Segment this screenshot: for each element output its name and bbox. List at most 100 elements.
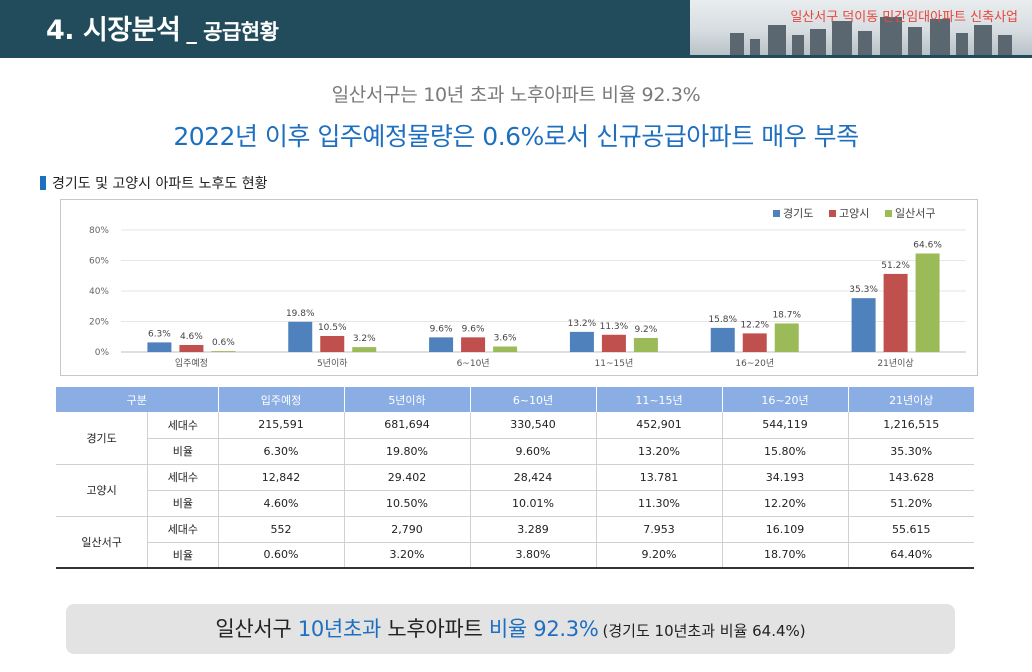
table-cell: 6.30% [218, 438, 345, 465]
table-row-label: 세대수 [147, 464, 219, 491]
data-label: 4.6% [180, 332, 203, 342]
summary-part-2: 10년초과 [297, 617, 381, 641]
x-tick-label: 16~20년 [735, 358, 774, 369]
bar [774, 323, 799, 352]
table-cell: 28,424 [470, 464, 597, 491]
chart-section-title: 경기도 및 고양시 아파트 노후도 현황 [40, 173, 267, 193]
data-table: 구분 입주예정 5년이하 6~10년 11~15년 16~20년 21년이상 경기도 세대수 2… [56, 387, 974, 569]
data-label: 15.8% [708, 315, 737, 325]
table-cell: 4.60% [218, 490, 345, 517]
table-row: 비율 4.60% 10.50% 10.01% 11.30% 12.20% 51.20% [56, 490, 974, 517]
summary-part-1: 일산서구 [215, 617, 298, 641]
data-label: 0.6% [212, 338, 235, 348]
chart-container: 0% 20% 40% 60% 80% 6.3% 4.6% 0.6% 입주예정 19.8% 10.5%… [60, 199, 978, 376]
table-cell: 330,540 [470, 412, 597, 439]
table-cell: 7.953 [596, 516, 723, 543]
data-label: 51.2% [881, 261, 910, 271]
table-cell: 2,790 [344, 516, 471, 543]
bar [352, 347, 377, 352]
table-cell: 13.20% [596, 438, 723, 465]
table-cell: 552 [218, 516, 345, 543]
data-label: 9.6% [462, 324, 485, 334]
y-tick-label: 0% [95, 348, 110, 358]
data-label: 13.2% [568, 319, 597, 329]
section-subtitle: _ 공급현황 [186, 20, 279, 44]
table-row: 비율 6.30% 19.80% 9.60% 13.20% 15.80% 35.30% [56, 438, 974, 465]
bar [742, 333, 767, 352]
data-label: 6.3% [148, 329, 171, 339]
table-cell: 10.01% [470, 490, 597, 517]
summary-box: 일산서구 10년초과 노후아파트 비율 92.3% (경기도 10년초과 비율 6… [66, 604, 955, 654]
legend-swatch [885, 210, 892, 217]
table-region-cell: 고양시 [56, 464, 149, 517]
legend-swatch [829, 210, 836, 217]
bar [179, 344, 204, 352]
table-header-row: 구분 입주예정 5년이하 6~10년 11~15년 16~20년 21년이상 [56, 387, 974, 412]
table-header-cell: 11~15년 [596, 387, 723, 412]
table-cell: 681,694 [344, 412, 471, 439]
table-header-cell: 입주예정 [218, 387, 345, 412]
table-cell: 35.30% [848, 438, 974, 465]
table-row-label: 세대수 [147, 412, 219, 439]
page-header: 4. 시장분석 _ 공급현황 일산서구 덕이동 민간임대아파트 신축사업 [0, 0, 1032, 58]
bar [461, 337, 486, 352]
header-skyline-image [690, 0, 1032, 55]
chart-section-title-text: 경기도 및 고양시 아파트 노후도 현황 [52, 176, 268, 192]
summary-part-4: 비율 92.3% [488, 617, 599, 641]
x-tick-label: 6~10년 [457, 358, 490, 369]
section-heading: 4. 시장분석 _ 공급현황 [46, 8, 279, 47]
table-region-cell: 일산서구 [56, 516, 149, 569]
data-label: 3.6% [494, 334, 517, 344]
table-row-label: 비율 [147, 438, 219, 465]
project-name: 일산서구 덕이동 민간임대아파트 신축사업 [790, 10, 1018, 25]
table-row: 비율 0.60% 3.20% 3.80% 9.20% 18.70% 64.40% [56, 542, 974, 569]
table-cell: 1,216,515 [848, 412, 974, 439]
legend-label: 일산서구 [895, 206, 935, 220]
table-cell: 143.628 [848, 464, 974, 491]
y-tick-label: 60% [89, 257, 109, 267]
bar-chart: 0% 20% 40% 60% 80% 6.3% 4.6% 0.6% 입주예정 19.8%10.5%… [89, 206, 966, 369]
bar [601, 334, 626, 352]
table-cell: 0.60% [218, 542, 345, 569]
bar [493, 346, 518, 352]
table-cell: 452,901 [596, 412, 723, 439]
data-label: 11.3% [600, 322, 629, 332]
legend-label: 고양시 [839, 207, 869, 220]
y-tick-label: 80% [89, 226, 109, 236]
header-rule [0, 55, 1032, 58]
bar [320, 335, 345, 352]
table-row-label: 세대수 [147, 516, 219, 543]
data-label: 64.6% [913, 240, 942, 250]
table-row: 일산서구 세대수 552 2,790 3.289 7.953 16.109 55.615 [56, 516, 974, 569]
table-row: 고양시 세대수 12,842 29.402 28,424 13.781 34.193 143.… [56, 464, 974, 517]
data-label: 35.3% [849, 285, 878, 295]
table-cell: 3.20% [344, 542, 471, 569]
bar [883, 273, 908, 352]
legend-label: 경기도 [783, 207, 813, 220]
y-tick-label: 20% [89, 318, 109, 328]
x-tick-label: 입주예정 [175, 357, 208, 369]
table-row-label: 비율 [147, 542, 219, 569]
data-label: 19.8% [286, 309, 315, 319]
headline-primary: 일산서구는 10년 초과 노후아파트 비율 92.3% [331, 84, 701, 106]
table-cell: 13.781 [596, 464, 723, 491]
table-cell: 9.60% [470, 438, 597, 465]
data-label: 18.7% [772, 310, 801, 320]
table-cell: 215,591 [218, 412, 345, 439]
table-cell: 12.20% [722, 490, 849, 517]
bar [211, 351, 236, 352]
bar [915, 253, 940, 352]
bar [569, 331, 594, 352]
table-cell: 10.50% [344, 490, 471, 517]
x-tick-label: 5년이하 [317, 358, 348, 369]
table-header-cell: 16~20년 [722, 387, 849, 412]
bar [147, 342, 172, 352]
x-tick-label: 21년이상 [877, 358, 913, 369]
table-row-label: 비율 [147, 490, 219, 517]
table-row: 경기도 세대수 215,591 681,694 330,540 452,901 544,11… [56, 412, 974, 465]
table-header-cell: 5년이하 [344, 387, 471, 412]
section-marker-icon [40, 176, 46, 190]
table-header-cell: 6~10년 [470, 387, 597, 412]
table-cell: 12,842 [218, 464, 345, 491]
bar [851, 298, 876, 352]
